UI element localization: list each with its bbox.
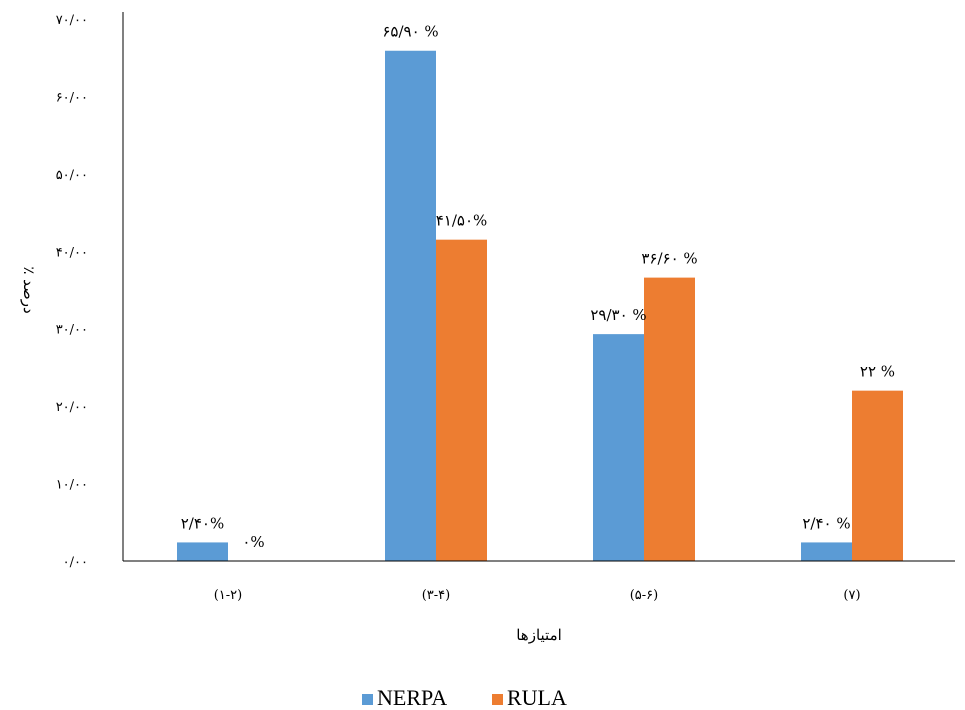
y-tick-label: ۵۰/۰۰ [56, 168, 88, 183]
bar-rula [644, 277, 695, 561]
y-tick-label: ۶۰/۰۰ [56, 90, 88, 105]
data-labels-group: ۲/۴۰% ۰% ۶۵/۹۰ % ۴۱/۵۰% ۲۹/۳۰ % ۳۶/۶۰ % ۲/۴۰ %… [181, 23, 895, 551]
x-category-label: (۵-۶) [630, 588, 659, 603]
data-label: ۲/۴۰ % [802, 514, 850, 532]
bar-nerpa [385, 50, 436, 561]
legend-label-nerpa: NERPA [377, 685, 447, 710]
y-tick-label: ۲۰/۰۰ [56, 400, 88, 415]
y-tick-label: ۱۰/۰۰ [56, 478, 88, 493]
bar-nerpa [177, 542, 228, 561]
data-label: ۲۲ % [860, 363, 895, 381]
data-label: ۲۹/۳۰ % [590, 306, 646, 324]
y-ticks-group: ۰/۰۰ ۱۰/۰۰ ۲۰/۰۰ ۳۰/۰۰ ۴۰/۰۰ ۵۰/۰۰ ۶۰/۰۰ ۷۰/۰۰ [56, 13, 88, 570]
bar-nerpa [801, 542, 852, 561]
bar-rula [436, 239, 487, 561]
data-label: ۲/۴۰% [181, 514, 224, 532]
x-axis-title: امتیازها [516, 626, 562, 644]
data-label: ۰% [242, 533, 264, 551]
x-category-label: (۷) [843, 588, 860, 603]
bar-nerpa [593, 334, 644, 561]
legend: NERPA RULA [362, 685, 567, 710]
legend-swatch-rula [492, 694, 503, 705]
y-tick-label: ۴۰/۰۰ [56, 245, 88, 260]
bar-rula [852, 390, 903, 561]
data-label: ۴۱/۵۰% [436, 212, 488, 230]
data-label: ۶۵/۹۰ % [382, 23, 438, 41]
y-tick-label: ۰/۰۰ [63, 555, 88, 570]
legend-label-rula: RULA [507, 685, 567, 710]
y-tick-label: ۳۰/۰۰ [56, 323, 88, 338]
bars-group [177, 50, 903, 561]
legend-swatch-nerpa [362, 694, 373, 705]
y-axis-title: ٪ درصد [20, 266, 38, 313]
x-category-label: (۱-۲) [214, 588, 243, 603]
y-tick-label: ۷۰/۰۰ [56, 13, 88, 28]
x-category-label: (۳-۴) [422, 588, 451, 603]
x-categories-group: (۱-۲) (۳-۴) (۵-۶) (۷) [214, 588, 861, 603]
data-label: ۳۶/۶۰ % [641, 250, 697, 268]
